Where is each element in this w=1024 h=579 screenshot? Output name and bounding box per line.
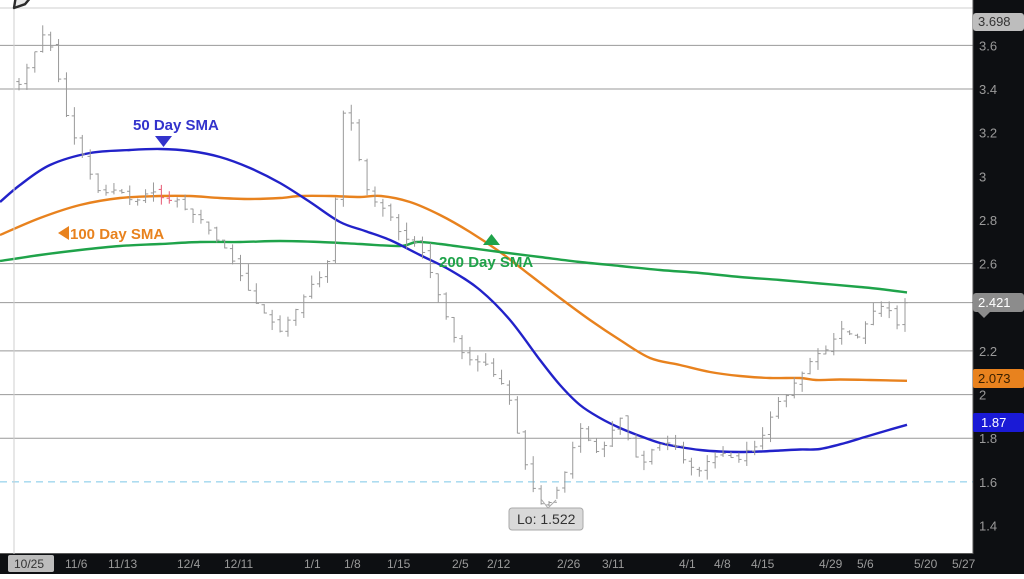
svg-text:1.6: 1.6	[979, 475, 997, 490]
svg-text:1.4: 1.4	[979, 519, 997, 534]
svg-text:5/20: 5/20	[914, 557, 938, 571]
svg-text:4/8: 4/8	[714, 557, 731, 571]
svg-text:2/26: 2/26	[557, 557, 581, 571]
svg-text:2.6: 2.6	[979, 257, 997, 272]
svg-text:1/8: 1/8	[344, 557, 361, 571]
svg-text:5/27: 5/27	[952, 557, 976, 571]
svg-text:11/13: 11/13	[108, 557, 137, 571]
svg-text:3: 3	[979, 169, 986, 184]
svg-text:3.6: 3.6	[979, 38, 997, 53]
svg-text:2.8: 2.8	[979, 213, 997, 228]
svg-text:100 Day SMA: 100 Day SMA	[70, 226, 164, 243]
svg-text:2/5: 2/5	[452, 557, 469, 571]
svg-text:4/1: 4/1	[679, 557, 696, 571]
svg-text:2/12: 2/12	[487, 557, 511, 571]
svg-text:50 Day SMA: 50 Day SMA	[133, 117, 219, 134]
svg-text:10/25: 10/25	[14, 557, 44, 571]
svg-text:1/1: 1/1	[304, 557, 321, 571]
svg-text:1.87: 1.87	[981, 415, 1006, 430]
svg-text:2.2: 2.2	[979, 344, 997, 359]
svg-text:2.073: 2.073	[978, 371, 1011, 386]
svg-text:3.4: 3.4	[979, 82, 997, 97]
svg-text:200 Day SMA: 200 Day SMA	[439, 254, 533, 271]
svg-text:3.2: 3.2	[979, 126, 997, 141]
svg-text:11/6: 11/6	[65, 557, 88, 571]
svg-text:1.8: 1.8	[979, 431, 997, 446]
svg-text:3.698: 3.698	[978, 14, 1011, 29]
svg-text:4/29: 4/29	[819, 557, 843, 571]
svg-text:2: 2	[979, 388, 986, 403]
svg-text:2.421: 2.421	[978, 295, 1011, 310]
svg-text:3/11: 3/11	[602, 557, 625, 571]
svg-text:12/11: 12/11	[224, 557, 253, 571]
svg-text:12/4: 12/4	[177, 557, 201, 571]
svg-text:1/15: 1/15	[387, 557, 411, 571]
svg-text:5/6: 5/6	[857, 557, 874, 571]
svg-text:Lo: 1.522: Lo: 1.522	[517, 511, 576, 527]
svg-text:4/15: 4/15	[751, 557, 775, 571]
